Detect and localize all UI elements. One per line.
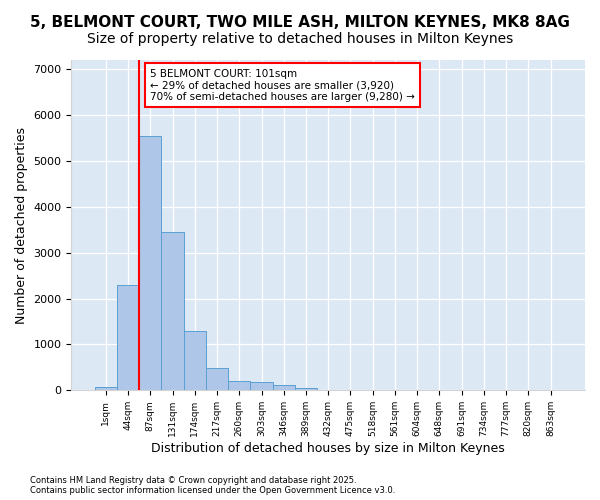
Text: 5, BELMONT COURT, TWO MILE ASH, MILTON KEYNES, MK8 8AG: 5, BELMONT COURT, TWO MILE ASH, MILTON K…	[30, 15, 570, 30]
Text: 5 BELMONT COURT: 101sqm
← 29% of detached houses are smaller (3,920)
70% of semi: 5 BELMONT COURT: 101sqm ← 29% of detache…	[151, 68, 415, 102]
Bar	[228, 380, 250, 390]
Bar	[295, 388, 317, 390]
Bar	[117, 285, 139, 391]
Text: Size of property relative to detached houses in Milton Keynes: Size of property relative to detached ho…	[87, 32, 513, 46]
Bar	[95, 387, 117, 390]
Bar	[250, 382, 272, 390]
Y-axis label: Number of detached properties: Number of detached properties	[15, 126, 28, 324]
X-axis label: Distribution of detached houses by size in Milton Keynes: Distribution of detached houses by size …	[151, 442, 505, 455]
Bar	[161, 232, 184, 390]
Bar	[184, 330, 206, 390]
Bar	[139, 136, 161, 390]
Bar	[206, 368, 228, 390]
Bar	[272, 386, 295, 390]
Text: Contains HM Land Registry data © Crown copyright and database right 2025.
Contai: Contains HM Land Registry data © Crown c…	[30, 476, 395, 495]
